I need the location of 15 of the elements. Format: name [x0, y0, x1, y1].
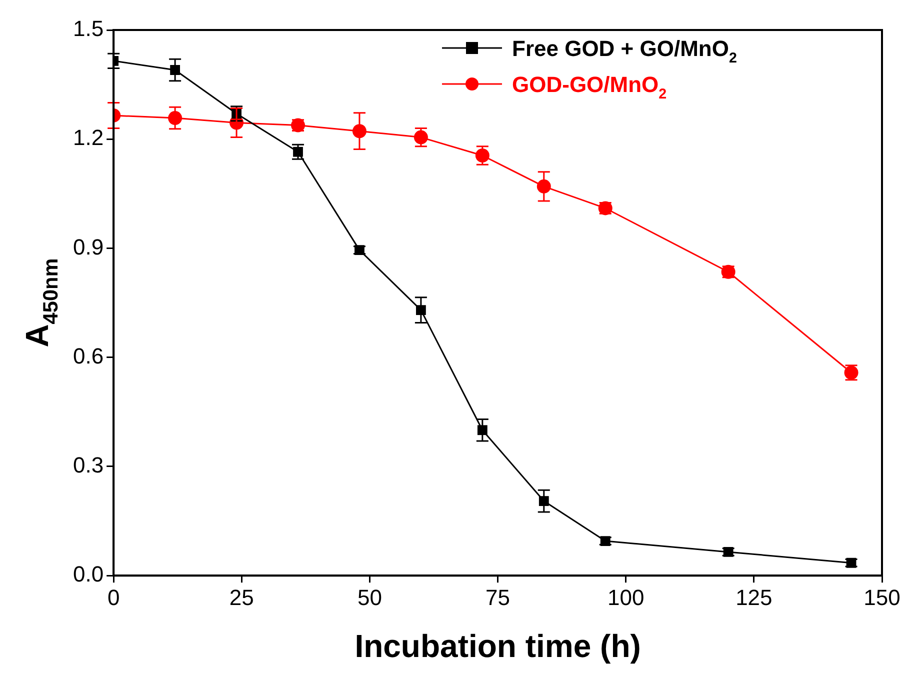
x-tick-label: 50	[357, 584, 382, 610]
y-tick-label: 1.5	[72, 16, 104, 42]
x-tick-label: 75	[486, 584, 510, 610]
x-tick-label: 100	[608, 584, 644, 610]
y-tick-label: 1.2	[72, 125, 104, 150]
y-tick-label: 0.9	[72, 234, 104, 260]
x-axis-title: Incubation time (h)	[354, 628, 641, 664]
x-tick-label: 0	[107, 584, 120, 610]
y-tick-label: 0.0	[72, 562, 104, 587]
y-axis-title: A450nm	[19, 258, 63, 348]
x-tick-label: 150	[864, 584, 900, 610]
x-tick-label: 125	[736, 584, 772, 610]
x-tick-label: 25	[229, 584, 254, 610]
y-tick-label: 0.3	[72, 452, 104, 478]
y-tick-label: 0.6	[72, 343, 104, 368]
